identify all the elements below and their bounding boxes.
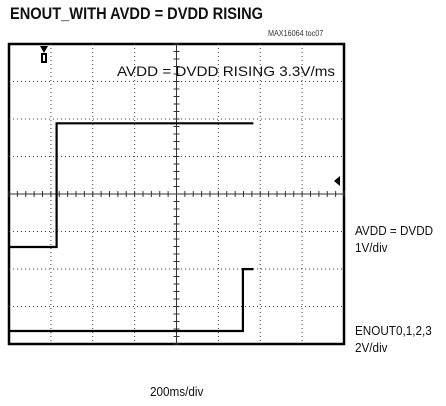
avdd-scale: 1V/div (355, 240, 388, 255)
chart-title: ENOUT_WITH AVDD = DVDD RISING (10, 4, 264, 23)
avdd-name: AVDD = DVDD (355, 223, 434, 238)
trigger-marker-icon (40, 46, 48, 63)
level-marker-icon (334, 176, 340, 186)
figure-id: MAX16064 toc07 (268, 29, 324, 38)
timebase-label: 200ms/div (150, 384, 204, 399)
traces (10, 122, 254, 333)
annotation-text: AVDD = DVDD RISING 3.3V/ms (117, 63, 335, 79)
trace-enout (10, 268, 254, 333)
trace-avdd (10, 122, 254, 249)
enout-scale: 2V/div (355, 340, 388, 355)
enout-name: ENOUT0,1,2,3 (355, 323, 432, 338)
enout-channel-label: ENOUT0,1,2,3 2V/div (355, 322, 432, 356)
grid (8, 43, 345, 345)
avdd-channel-label: AVDD = DVDD 1V/div (355, 222, 433, 256)
